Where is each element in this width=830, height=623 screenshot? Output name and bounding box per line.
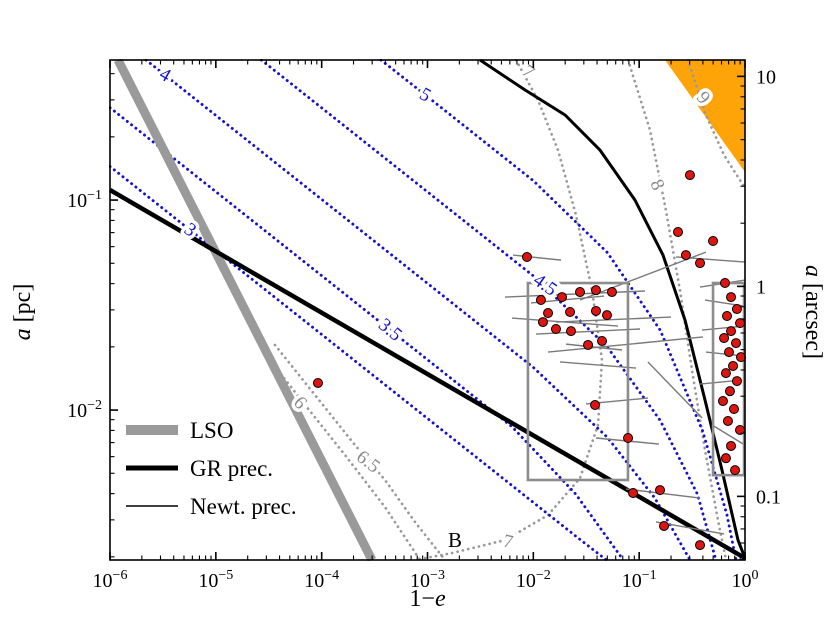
newt-contour-8: [626, 59, 728, 561]
newt-contour-9: [686, 59, 746, 190]
star-point: [684, 170, 695, 181]
axes: 10−6 10−5 10−4 10−3 10−2 10−1 100 10−1 10−2 10 1 0.…: [10, 59, 826, 612]
star-point: [543, 308, 554, 319]
track-line: [647, 361, 703, 419]
star-point: [719, 278, 730, 289]
tick-label: 10−2: [67, 398, 102, 422]
star-point: [724, 347, 735, 358]
star-point: [566, 326, 577, 337]
star-points: [312, 170, 746, 551]
legend: LSO GR prec. Newt. prec.: [126, 418, 297, 519]
star-point: [597, 335, 608, 346]
tick-label: 10−5: [198, 568, 233, 592]
star-point: [728, 404, 739, 415]
star-point: [730, 465, 741, 476]
star-point: [722, 415, 733, 426]
lso-line: [113, 59, 377, 561]
star-point: [695, 258, 706, 269]
newt-contour-6.5: [273, 343, 447, 561]
star-point: [720, 368, 731, 379]
star-point: [724, 386, 735, 397]
star-point: [673, 226, 684, 237]
legend-label-newt: Newt. prec.: [190, 494, 297, 519]
track-line: [555, 316, 672, 323]
star-point: [735, 352, 746, 363]
track-line: [547, 336, 704, 353]
star-point: [312, 377, 323, 388]
star-point: [575, 287, 586, 298]
y-axis-label-right: a[arcsec]: [800, 265, 826, 359]
star-point: [717, 396, 728, 407]
track-line: [711, 424, 746, 446]
orange-excluded-region: [664, 60, 745, 173]
star-point: [726, 440, 737, 451]
newt-contour-6: [230, 286, 422, 561]
tick-label: 10−1: [622, 568, 657, 592]
star-point: [557, 292, 568, 303]
black-boundary-curve: [479, 59, 746, 559]
star-point: [722, 310, 733, 321]
tick-label: 10: [756, 66, 776, 88]
star-point: [628, 488, 639, 499]
star-point: [731, 376, 742, 387]
track-line: [559, 361, 637, 369]
star-point: [590, 400, 601, 411]
x-axis-label: 1−e: [409, 586, 446, 612]
gr-contour-4.5: [259, 59, 718, 561]
star-point: [731, 304, 742, 315]
star-point: [623, 432, 634, 443]
track-line: [512, 254, 562, 261]
tick-label: 10−1: [67, 188, 102, 212]
region-box-1: [526, 281, 630, 482]
track-line: [579, 251, 707, 301]
tick-label: 0.1: [756, 486, 781, 508]
star-point: [550, 324, 561, 335]
star-point: [565, 306, 576, 317]
star-point: [537, 317, 548, 328]
star-point: [726, 292, 737, 303]
tick-label: 10−6: [93, 568, 128, 592]
legend-label-lso: LSO: [190, 418, 233, 443]
star-point: [695, 540, 706, 551]
gr-timescale-contours: [109, 59, 738, 561]
tick-label: 10−2: [516, 568, 551, 592]
gr-contour-3.5: [109, 106, 625, 561]
star-point: [535, 295, 546, 306]
gr-contour-3: [109, 165, 608, 561]
star-point: [680, 250, 691, 261]
star-point: [590, 285, 601, 296]
star-point: [606, 287, 617, 298]
tick-label: 100: [732, 568, 759, 592]
star-point: [719, 333, 730, 344]
star-point: [708, 236, 719, 247]
star-point: [720, 453, 731, 464]
star-point: [601, 310, 612, 321]
star-point: [655, 485, 666, 496]
star-point: [590, 305, 601, 316]
tick-label: 1: [756, 276, 766, 298]
gr-contour-5: [379, 59, 738, 561]
star-point: [735, 318, 746, 329]
gr-contour-4: [144, 59, 692, 561]
star-point: [728, 360, 739, 371]
y-axis-label-left: a[pc]: [10, 284, 36, 341]
star-point: [726, 326, 737, 337]
gr-precession-line: [109, 188, 746, 561]
star-point: [731, 338, 742, 349]
legend-label-gr: GR prec.: [190, 456, 273, 481]
star-point: [659, 520, 670, 531]
star-point: [521, 251, 532, 262]
annotation-B: B: [448, 528, 462, 552]
tick-label: 10−4: [304, 568, 339, 592]
newtonian-timescale-contours: [230, 59, 746, 561]
track-line: [565, 343, 623, 351]
newt-contour-7: [413, 59, 604, 561]
tick-label: 10−3: [410, 568, 445, 592]
star-point: [583, 339, 594, 350]
